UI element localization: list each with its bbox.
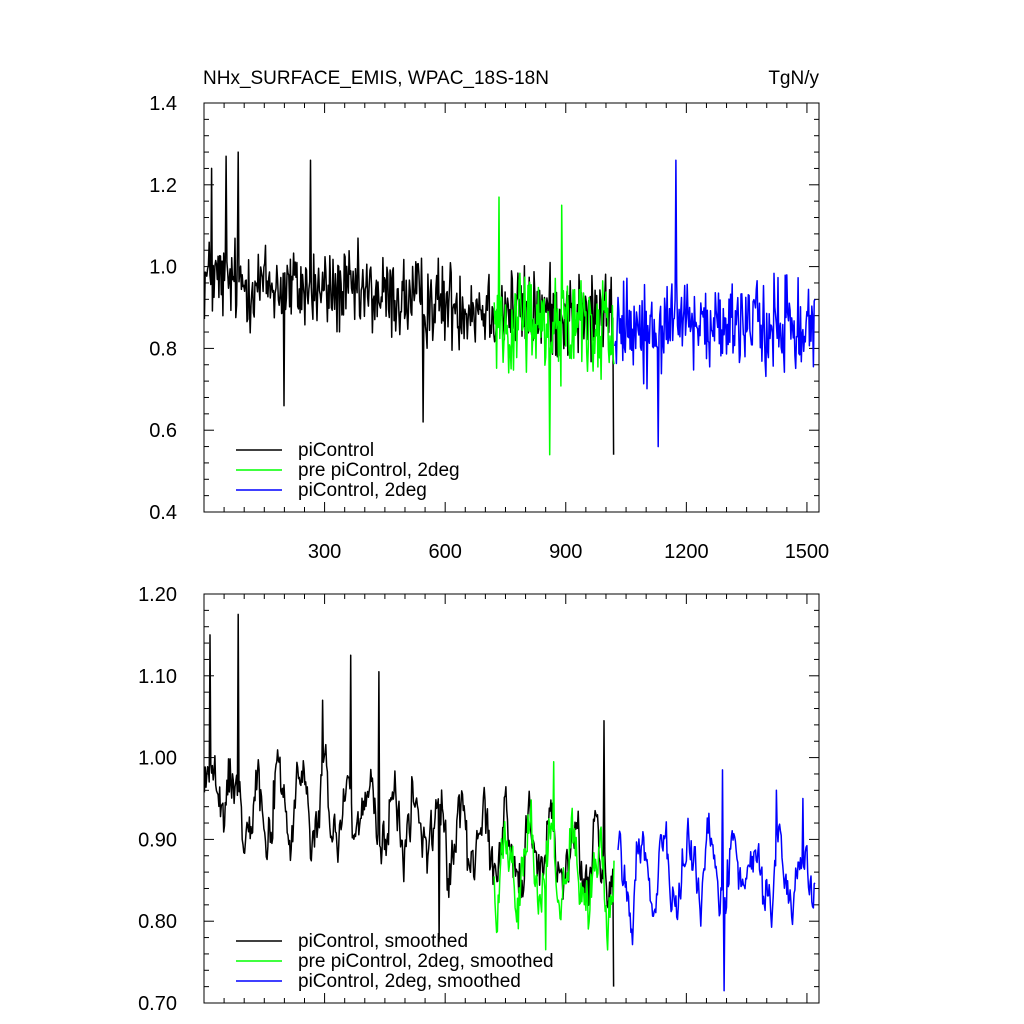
x-tick-label: 1200 bbox=[664, 541, 709, 563]
legend-label-picontrol-smoothed: piControl, smoothed bbox=[298, 931, 468, 952]
legend-label-pre-picontrol-2deg: pre piControl, 2deg bbox=[298, 460, 460, 481]
x-tick-label: 300 bbox=[308, 541, 341, 563]
top-ticks: 300 600 900 1200 1500 0.4 0.6 0.8 1.0 1.2 1.4 bbox=[149, 93, 829, 563]
y-tick-label: 0.80 bbox=[138, 911, 177, 933]
y-tick-label: 0.4 bbox=[149, 502, 177, 524]
bottom-series bbox=[203, 613, 816, 992]
bottom-ticks: 0.70 0.80 0.90 1.00 1.10 1.20 bbox=[138, 584, 819, 1015]
chart-title-units: TgN/y bbox=[768, 68, 819, 89]
series-line-picontrol bbox=[203, 151, 615, 455]
y-tick-label: 1.0 bbox=[149, 257, 177, 279]
series-line-picontrol-2deg bbox=[614, 159, 816, 448]
y-tick-label: 1.4 bbox=[149, 93, 177, 115]
y-tick-label: 1.00 bbox=[138, 748, 177, 770]
x-tick-label: 900 bbox=[549, 541, 582, 563]
legend-label-picontrol: piControl bbox=[298, 440, 374, 461]
y-tick-label: 0.70 bbox=[138, 993, 177, 1015]
bottom-plot-frame bbox=[203, 593, 820, 1004]
y-tick-label: 1.2 bbox=[149, 175, 177, 197]
y-tick-label: 0.6 bbox=[149, 420, 177, 442]
series-line-pre-picontrol-2deg-smoothed bbox=[493, 760, 615, 951]
bottom-panel: 0.70 0.80 0.90 1.00 1.10 1.20 piControl, smoo… bbox=[138, 584, 820, 1015]
series-line-pre-picontrol-2deg bbox=[493, 196, 615, 456]
x-tick-label: 1500 bbox=[785, 541, 830, 563]
top-legend: piControl pre piControl, 2deg piControl,… bbox=[236, 440, 460, 501]
y-tick-label: 1.10 bbox=[138, 666, 177, 688]
series-line-picontrol-2deg-smoothed bbox=[617, 769, 816, 992]
x-tick-label: 600 bbox=[428, 541, 461, 563]
top-panel: 300 600 900 1200 1500 0.4 0.6 0.8 1.0 1.2 1.4 piCo… bbox=[149, 93, 829, 563]
y-tick-label: 0.90 bbox=[138, 829, 177, 851]
legend-label-pre-picontrol-2deg-smoothed: pre piControl, 2deg, smoothed bbox=[298, 951, 554, 972]
top-series bbox=[203, 151, 816, 456]
series-line-picontrol-smoothed bbox=[203, 613, 615, 987]
y-tick-label: 0.8 bbox=[149, 338, 177, 360]
y-tick-label: 1.20 bbox=[138, 584, 177, 606]
chart-title-left: NHx_SURFACE_EMIS, WPAC_18S-18N bbox=[203, 68, 549, 89]
bottom-legend: piControl, smoothed pre piControl, 2deg,… bbox=[236, 931, 554, 992]
legend-label-picontrol-2deg: piControl, 2deg bbox=[298, 480, 427, 501]
legend-label-picontrol-2deg-smoothed: piControl, 2deg, smoothed bbox=[298, 971, 521, 992]
